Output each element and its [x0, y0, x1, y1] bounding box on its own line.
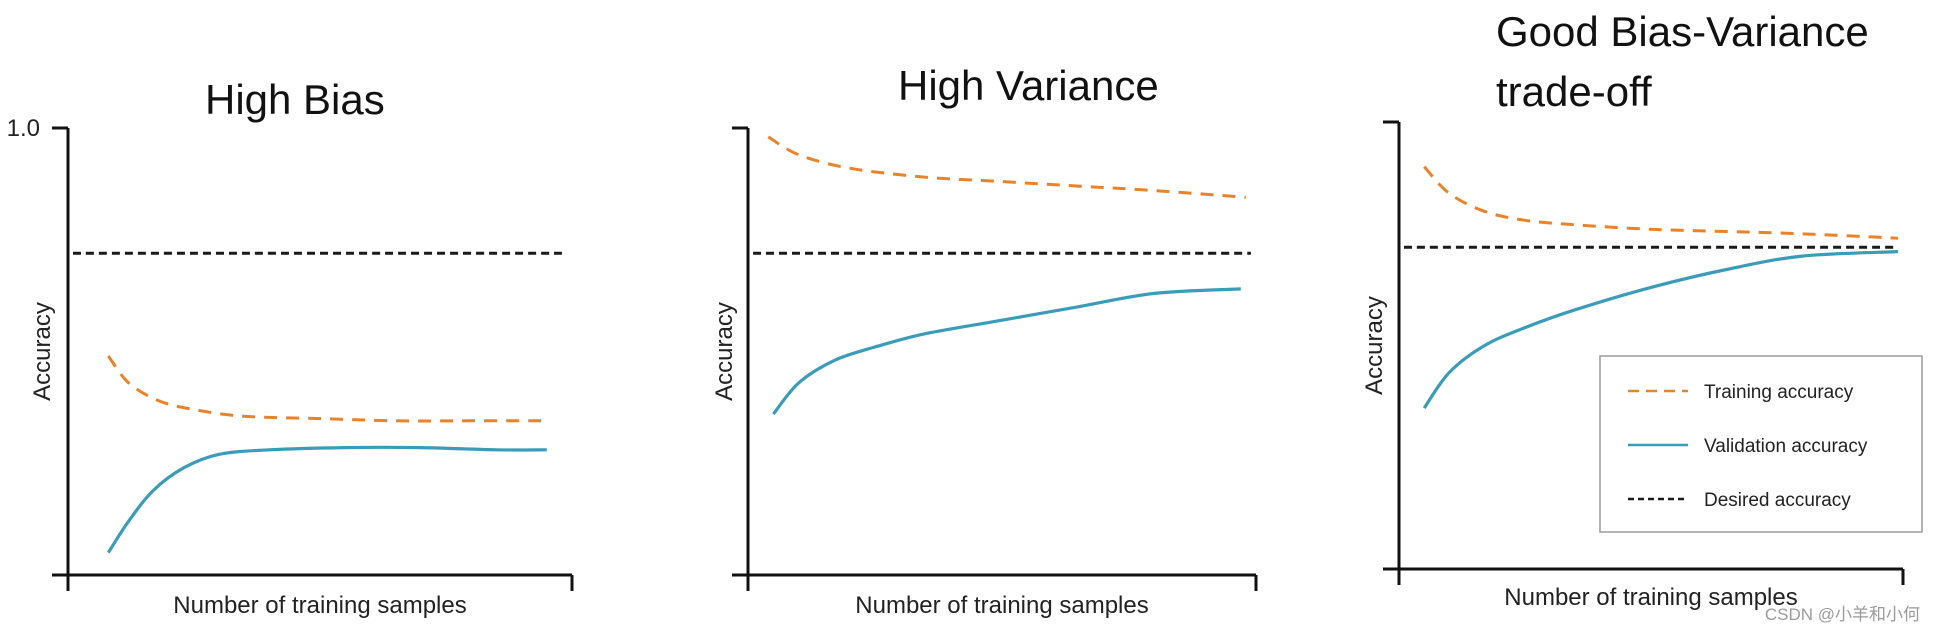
x-axis-label: Number of training samples	[855, 592, 1148, 619]
chart-panel-1: 1.0 Number of training samples Accuracy	[7, 115, 574, 619]
series-validation-accuracy	[106, 445, 547, 554]
series-validation-accuracy	[772, 287, 1241, 416]
legend-label: Validation accuracy	[1704, 436, 1868, 457]
chart-panel-2: Number of training samples Accuracy	[711, 126, 1258, 619]
chart-title-high-variance: High Variance	[898, 62, 1159, 109]
chart-title-line-1: Good Bias-Variance	[1496, 8, 1869, 55]
chart-title-line-2: trade-off	[1496, 68, 1652, 115]
y-tick-label: 1.0	[7, 115, 40, 142]
legend-label: Training accuracy	[1704, 382, 1854, 403]
watermark: CSDN @小羊和小何	[1764, 605, 1920, 624]
y-axis-label: Accuracy	[711, 302, 738, 401]
y-axis-label: Accuracy	[1361, 296, 1388, 395]
series-training-accuracy	[107, 355, 547, 423]
x-axis-label: Number of training samples	[173, 592, 466, 619]
x-axis-label: Number of training samples	[1504, 584, 1797, 611]
chart-title-high-bias: High Bias	[205, 76, 385, 123]
chart-title-good-tradeoff: Good Bias-Variance trade-off	[1496, 2, 1869, 122]
series-training-accuracy	[1423, 165, 1899, 240]
y-axis-label: Accuracy	[29, 302, 56, 401]
series-validation-accuracy	[1422, 250, 1899, 410]
series-training-accuracy	[767, 135, 1246, 199]
chart-panel-3: Number of training samples Accuracy Traini…	[1361, 120, 1923, 611]
legend: Training accuracy Validation accuracy Desi…	[1599, 355, 1923, 533]
legend-label: Desired accuracy	[1704, 490, 1851, 511]
